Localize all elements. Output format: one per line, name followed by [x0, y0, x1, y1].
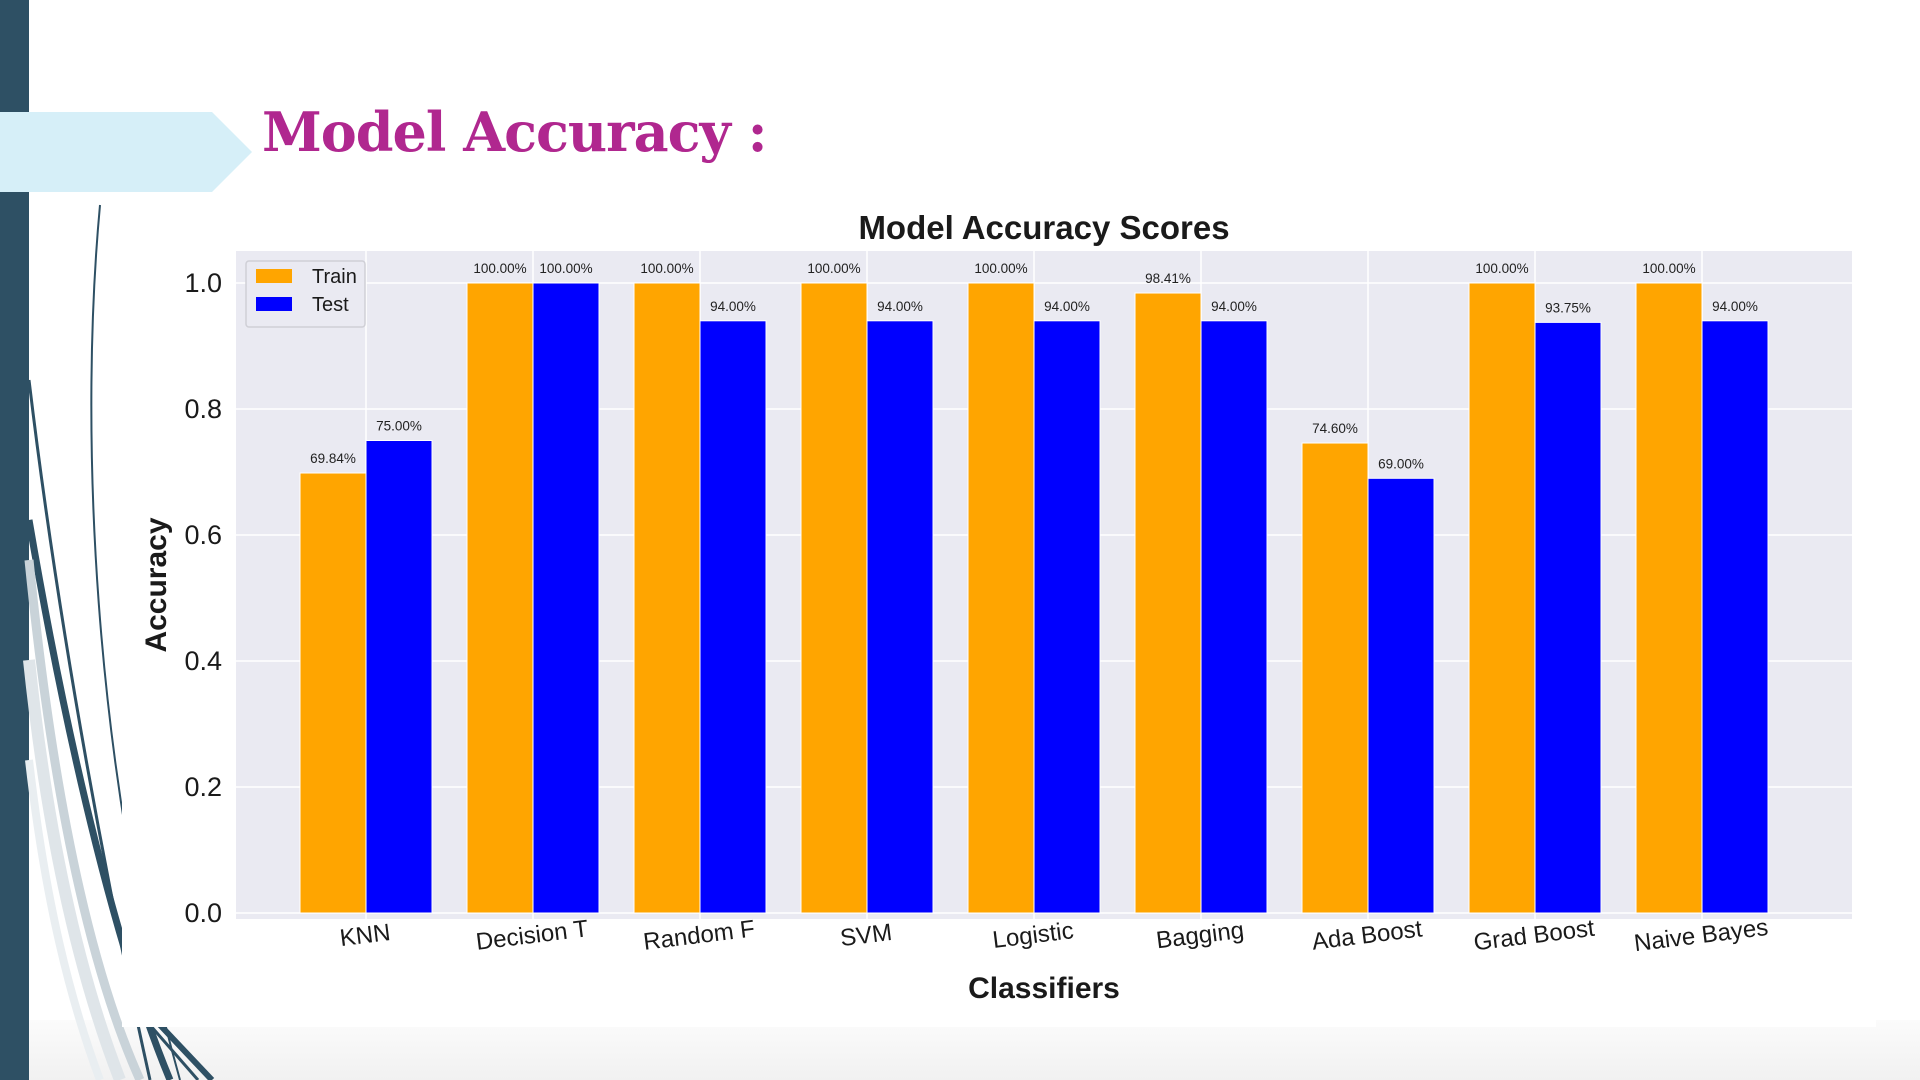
x-axis-label: Classifiers [968, 972, 1120, 1005]
chart-title: Model Accuracy Scores [858, 209, 1229, 246]
bar-value-label: 93.75% [1545, 300, 1591, 315]
x-tick-label: Logistic [991, 917, 1075, 954]
y-axis-label: Accuracy [140, 517, 173, 652]
bar-value-label: 69.00% [1378, 456, 1424, 471]
bar-value-label: 100.00% [807, 261, 860, 276]
y-tick-label: 0.2 [184, 772, 222, 802]
bar-train-ada-boost [1301, 442, 1369, 914]
bar-value-label: 94.00% [1211, 299, 1257, 314]
legend-label-test: Test [312, 294, 349, 316]
bar-chart: Model Accuracy Scores 0.0 0.2 0.4 0.6 0.8 1.0… [140, 209, 1852, 1005]
x-tick-label: SVM [839, 919, 894, 952]
bar-train-bagging [1134, 292, 1202, 914]
x-tick-label: Grad Boost [1472, 915, 1596, 957]
bar-test-bagging [1200, 320, 1268, 914]
bar-value-label: 100.00% [539, 261, 592, 276]
y-tick-label: 0.0 [184, 898, 222, 928]
bar-train-random-f [633, 282, 701, 914]
bar-test-random-f [699, 320, 767, 914]
x-tick-label: KNN [338, 919, 392, 952]
bar-test-decision-t [532, 282, 600, 914]
bar-value-label: 75.00% [376, 419, 422, 434]
x-tick-label: Bagging [1155, 917, 1246, 955]
value-labels: 69.84% 75.00% 100.00% 100.00% 100.00% 94.00% 1… [310, 261, 1758, 471]
legend-swatch-test [256, 297, 292, 311]
bar-value-label: 100.00% [1642, 261, 1695, 276]
bar-train-naive-bayes [1635, 282, 1703, 914]
bar-test-knn [365, 440, 433, 914]
footer-shade [0, 1020, 1920, 1080]
x-tick-label: Naive Bayes [1633, 914, 1770, 957]
legend: Train Test [245, 260, 366, 328]
bar-test-ada-boost [1367, 477, 1435, 914]
x-tick-label: Decision T [474, 915, 590, 956]
bar-test-logistic [1033, 320, 1101, 914]
y-tick-label: 0.4 [184, 646, 222, 676]
y-tick-label: 0.8 [184, 394, 222, 424]
bar-train-knn [299, 472, 367, 914]
bar-test-grad-boost [1534, 321, 1602, 914]
legend-label-train: Train [312, 266, 357, 288]
bar-test-naive-bayes [1701, 320, 1769, 914]
bar-test-svm [866, 320, 934, 914]
bar-value-label: 100.00% [1475, 261, 1528, 276]
bar-value-label: 100.00% [640, 261, 693, 276]
title-accent-arrow [0, 112, 252, 192]
x-tick-labels: KNN Decision T Random F SVM Logistic Bagging A… [338, 914, 1769, 957]
bar-train-svm [800, 282, 868, 914]
bar-value-label: 98.41% [1145, 271, 1191, 286]
bar-value-label: 94.00% [1044, 299, 1090, 314]
bar-train-decision-t [466, 282, 534, 914]
bar-train-logistic [967, 282, 1035, 914]
bar-value-label: 74.60% [1312, 421, 1358, 436]
bar-value-label: 69.84% [310, 451, 356, 466]
bar-value-label: 94.00% [710, 299, 756, 314]
y-tick-label: 0.6 [184, 520, 222, 550]
decorative-swooshes [23, 204, 215, 1080]
bars [299, 282, 1769, 914]
x-tick-label: Ada Boost [1310, 915, 1424, 955]
legend-swatch-train [256, 269, 292, 283]
chart-panel: Model Accuracy Scores 0.0 0.2 0.4 0.6 0.8 1.0… [122, 205, 1876, 1027]
bar-value-label: 100.00% [473, 261, 526, 276]
bar-value-label: 100.00% [974, 261, 1027, 276]
slide-title: Model Accuracy : [262, 100, 768, 164]
x-tick-label: Random F [642, 915, 757, 955]
bar-train-grad-boost [1468, 282, 1536, 914]
y-tick-labels: 0.0 0.2 0.4 0.6 0.8 1.0 [184, 268, 222, 928]
bar-value-label: 94.00% [877, 299, 923, 314]
bar-value-label: 94.00% [1712, 299, 1758, 314]
y-tick-label: 1.0 [184, 268, 222, 298]
